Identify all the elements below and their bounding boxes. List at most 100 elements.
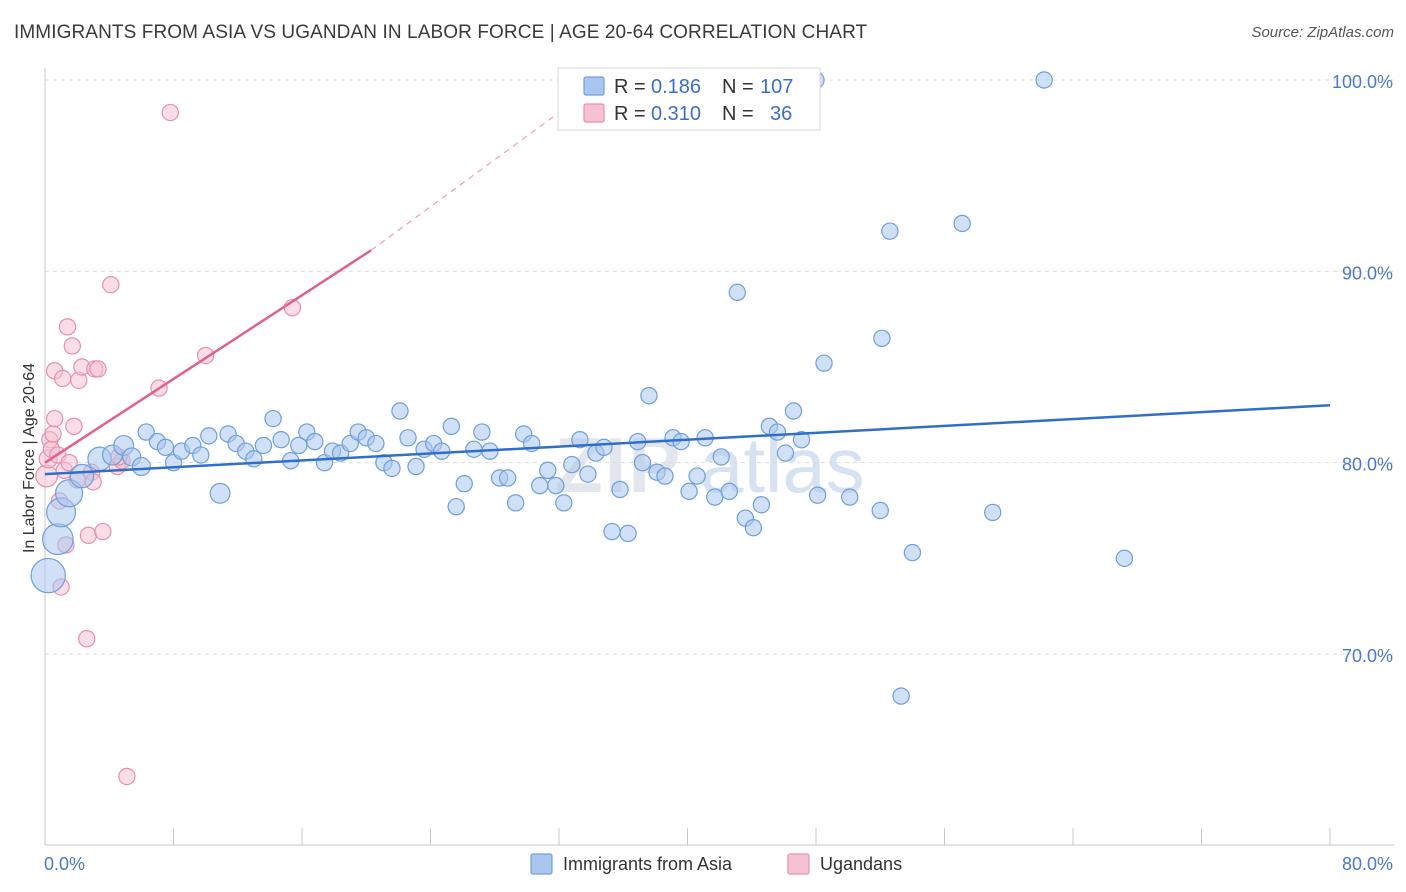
- asia-point-1: [41, 523, 74, 556]
- asia-point-27: [290, 436, 308, 455]
- asia-point-84: [752, 496, 771, 514]
- ugandans-trend-line: [44, 249, 372, 464]
- y-tick-label-90: 90.0%: [1342, 263, 1393, 283]
- asia-point-86: [768, 423, 787, 441]
- ugandans-point-4: [44, 425, 62, 443]
- bottom-legend-swatch-ugandans: [787, 853, 810, 875]
- legend-n-value-1: 107: [760, 76, 793, 98]
- asia-point-39: [391, 402, 409, 420]
- asia-point-29: [306, 432, 324, 451]
- asia-point-25: [272, 431, 290, 449]
- ugandans-point-19: [79, 526, 98, 545]
- ugandans-point-5: [45, 409, 64, 428]
- legend-r-label-2: R =: [614, 103, 646, 125]
- asia-point-65: [603, 522, 621, 541]
- legend-n-label-2: N =: [722, 103, 754, 125]
- asia-point-80: [720, 482, 738, 501]
- asia-point-16: [192, 446, 210, 464]
- legend-r-label-1: R =: [614, 76, 646, 98]
- asia-point-74: [672, 432, 690, 451]
- legend-r-value-1: 0.186: [651, 76, 701, 98]
- asia-point-75: [680, 482, 698, 501]
- x-tick-labels: 0.0% 80.0%: [44, 854, 1393, 874]
- asia-point-97: [903, 543, 922, 562]
- asia-point-94: [873, 329, 891, 347]
- asia-point-78: [706, 488, 724, 506]
- asia-point-17: [200, 427, 218, 445]
- asia-point-57: [539, 461, 557, 480]
- asia-point-48: [465, 440, 483, 458]
- asia-point-81: [728, 283, 746, 302]
- asia-point-76: [688, 467, 706, 485]
- asia-point-56: [531, 476, 549, 495]
- asia-point-92: [841, 488, 859, 506]
- bottom-legend: Immigrants from Asia Ugandans: [530, 853, 902, 875]
- asia-point-46: [447, 497, 465, 516]
- asia-point-18: [209, 482, 231, 504]
- ugandans-point-26: [102, 276, 120, 294]
- asia-point-91: [815, 354, 833, 372]
- asia-point-59: [555, 494, 573, 512]
- asia-point-52: [498, 469, 517, 487]
- asia-point-87: [776, 444, 795, 462]
- asia-point-36: [367, 434, 385, 453]
- asia-point-66: [611, 480, 629, 499]
- chart-title: IMMIGRANTS FROM ASIA VS UGANDAN IN LABOR…: [14, 22, 868, 43]
- bottom-legend-swatch-asia: [530, 853, 553, 875]
- asia-point-61: [571, 431, 589, 449]
- ugandans-point-15: [63, 337, 82, 355]
- asia-trend-line: [44, 404, 1331, 476]
- asia-point-10: [137, 423, 155, 441]
- asia-point-79: [712, 448, 730, 466]
- ugandans-point-29: [118, 767, 136, 786]
- y-tick-label-80: 80.0%: [1342, 455, 1393, 475]
- y-tick-labels: 70.0% 80.0% 90.0% 100.0%: [1332, 72, 1393, 666]
- bottom-legend-asia: Immigrants from Asia: [563, 854, 733, 874]
- ugandans-point-14: [60, 453, 78, 472]
- asia-point-58: [547, 476, 565, 495]
- asia-point-70: [640, 387, 658, 405]
- asia-point-64: [595, 438, 613, 457]
- y-axis-label: In Labor Force | Age 20-64: [21, 363, 38, 553]
- legend-n-label-1: N =: [722, 76, 754, 98]
- trend-lines: [44, 112, 1331, 476]
- asia-point-49: [473, 423, 491, 441]
- gridlines: [45, 79, 1394, 655]
- ugandans-point-0: [35, 464, 59, 488]
- asia-point-38: [383, 459, 401, 478]
- legend-swatch-asia: [583, 76, 605, 96]
- asia-point-67: [619, 524, 637, 543]
- ugandans-point-13: [58, 318, 77, 336]
- asia-point-62: [579, 465, 597, 483]
- asia-point-95: [881, 222, 899, 240]
- legend-r-value-2: 0.310: [651, 103, 701, 125]
- y-tick-label-100: 100.0%: [1332, 72, 1393, 92]
- asia-point-99: [983, 503, 1002, 522]
- ugandans-point-21: [78, 629, 96, 648]
- asia-point-98: [953, 214, 971, 233]
- asia-point-40: [399, 429, 417, 447]
- asia-point-53: [506, 494, 525, 512]
- asia-point-45: [442, 417, 461, 436]
- asia-point-60: [563, 455, 581, 474]
- asia-point-102: [1115, 549, 1134, 568]
- asia-point-89: [792, 431, 811, 449]
- y-tick-label-70: 70.0%: [1342, 646, 1393, 666]
- asia-points: [30, 71, 1134, 705]
- ugandans-point-10: [53, 369, 72, 388]
- asia-point-0: [30, 557, 66, 594]
- asia-point-9: [131, 456, 151, 477]
- legend-swatch-ugandans: [583, 103, 605, 123]
- asia-point-12: [156, 438, 175, 457]
- asia-point-69: [633, 453, 652, 472]
- asia-point-96: [892, 687, 910, 705]
- ugandans-point-31: [161, 103, 179, 122]
- ugandans-point-24: [89, 360, 107, 378]
- asia-point-72: [656, 467, 674, 485]
- ugandans-point-16: [65, 417, 83, 436]
- ugandans-point-25: [94, 522, 112, 541]
- asia-point-93: [871, 501, 889, 520]
- legend-n-value-2: 36: [770, 103, 792, 125]
- asia-point-83: [744, 519, 763, 537]
